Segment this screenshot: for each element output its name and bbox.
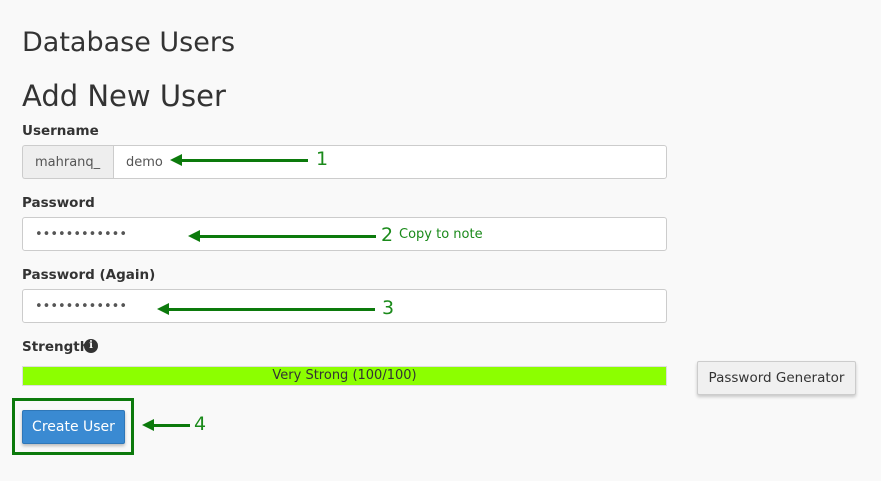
strength-label: Strength	[22, 339, 90, 355]
username-label: Username	[22, 123, 99, 139]
annotation-arrow-1	[170, 154, 308, 166]
section-title: Add New User	[22, 79, 226, 113]
username-prefix: mahranq_	[22, 145, 114, 179]
annotation-1: 1	[316, 148, 329, 170]
annotation-2-note: Copy to note	[399, 227, 483, 242]
password-again-label: Password (Again)	[22, 267, 156, 283]
annotation-4: 4	[194, 413, 207, 435]
password-generator-button[interactable]: Password Generator	[697, 361, 856, 395]
password-input[interactable]: ••••••••••••	[22, 217, 667, 251]
annotation-3: 3	[382, 297, 395, 319]
password-again-input[interactable]: ••••••••••••	[22, 289, 667, 323]
create-user-highlight	[12, 398, 134, 455]
username-input[interactable]: demo	[113, 145, 667, 179]
strength-meter-fill	[23, 367, 666, 385]
info-icon[interactable]: i	[84, 339, 98, 353]
page-title: Database Users	[22, 27, 236, 58]
password-label: Password	[22, 195, 95, 211]
strength-meter: Very Strong (100/100)	[22, 366, 667, 386]
strength-text: Very Strong (100/100)	[272, 368, 417, 383]
create-user-button[interactable]: Create User	[22, 410, 125, 444]
annotation-arrow-4	[142, 419, 190, 431]
annotation-arrow-3	[157, 303, 375, 315]
annotation-arrow-2	[188, 230, 376, 242]
annotation-2: 2	[381, 224, 394, 246]
